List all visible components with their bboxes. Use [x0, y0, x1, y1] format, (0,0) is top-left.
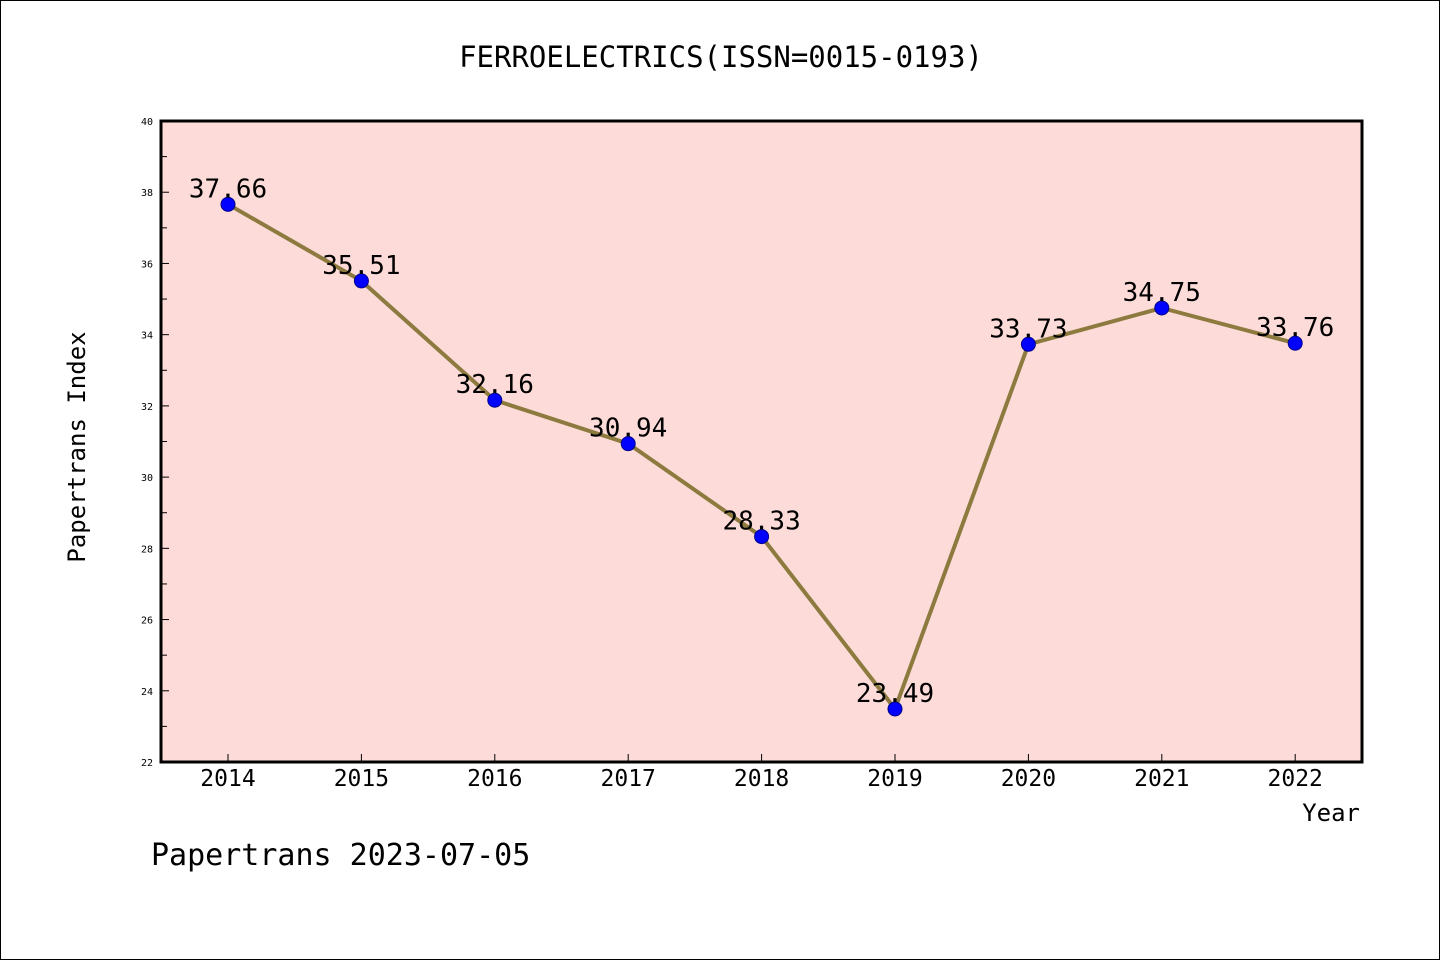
y-tick-label: 40 — [141, 117, 153, 128]
x-tick-label: 2022 — [1268, 766, 1323, 792]
data-point — [1154, 300, 1170, 316]
x-axis: 2014 2015 2016 2017 2018 2019 2020 2021 2022 — [200, 754, 1323, 792]
y-tick-label: 24 — [141, 687, 153, 698]
data-label: 37.66 — [189, 174, 267, 204]
data-point — [353, 273, 369, 289]
footer-credit: Papertrans 2023-07-05 — [151, 838, 530, 873]
data-label: 33.76 — [1256, 313, 1334, 343]
x-tick-label: 2014 — [200, 766, 255, 792]
data-label: 35.51 — [322, 251, 400, 281]
plot-frame — [159, 119, 1364, 764]
y-tick-label: 36 — [141, 259, 153, 270]
chart-title: FERROELECTRICS(ISSN=0015-0193) — [459, 40, 983, 74]
data-label: 33.73 — [989, 314, 1067, 344]
y-tick-label: 22 — [141, 758, 153, 769]
x-axis-label: Year — [1302, 799, 1360, 827]
data-label: 32.16 — [456, 370, 534, 400]
data-point — [1287, 335, 1303, 351]
data-point — [620, 436, 636, 452]
y-tick-label: 28 — [141, 544, 153, 555]
data-point — [220, 196, 236, 212]
series-sales-index — [220, 196, 1303, 717]
y-tick-label: 26 — [141, 616, 153, 627]
x-tick-label: 2019 — [867, 766, 922, 792]
data-point — [487, 392, 503, 408]
x-tick-label: 2018 — [734, 766, 789, 792]
y-tick-label: 38 — [141, 188, 153, 199]
x-tick-label: 2016 — [467, 766, 522, 792]
x-tick-label: 2020 — [1001, 766, 1056, 792]
plot-area — [161, 121, 1362, 762]
y-tick-label: 30 — [141, 473, 153, 484]
x-tick-label: 2015 — [334, 766, 389, 792]
y-axis: 22 24 26 28 30 32 34 36 38 40 — [141, 117, 169, 769]
data-point — [887, 701, 903, 717]
data-point — [754, 529, 770, 545]
x-tick-label: 2021 — [1134, 766, 1189, 792]
data-label: 34.75 — [1123, 278, 1201, 308]
y-tick-label: 34 — [141, 331, 153, 342]
y-axis-label: Papertrans Index — [63, 331, 91, 562]
data-labels: 37.66 35.51 32.16 30.94 28.33 23.49 33.73 34.75… — [189, 174, 1334, 709]
data-label: 30.94 — [589, 414, 667, 444]
data-point — [1020, 336, 1036, 352]
y-tick-label: 32 — [141, 402, 153, 413]
x-tick-label: 2017 — [601, 766, 656, 792]
data-label: 23.49 — [856, 679, 934, 709]
data-label: 28.33 — [722, 507, 800, 537]
